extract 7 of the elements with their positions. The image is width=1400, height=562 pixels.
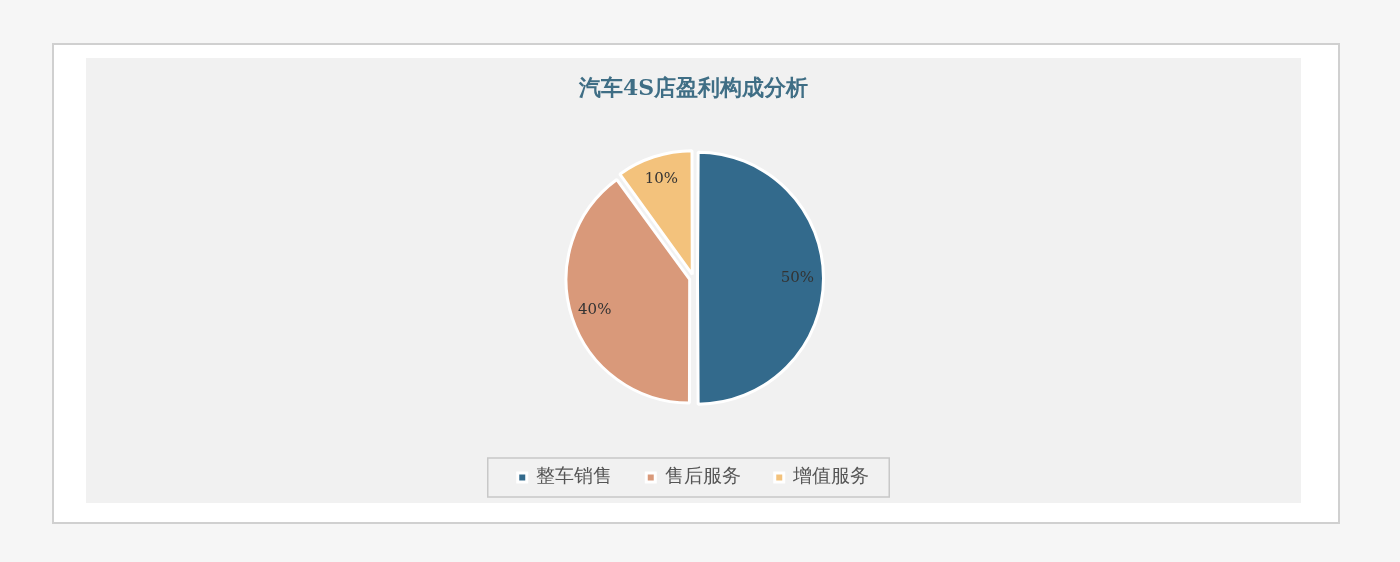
legend-label: 增值服务 [792, 464, 870, 487]
data-label: 50% [780, 268, 815, 287]
legend-label: 售后服务 [664, 464, 741, 487]
data-label: 40% [578, 300, 612, 319]
chart-title: 汽车4S店盈利构成分析 [577, 73, 809, 100]
legend-label: 整车销售 [536, 464, 613, 487]
data-label: 10% [644, 169, 679, 188]
